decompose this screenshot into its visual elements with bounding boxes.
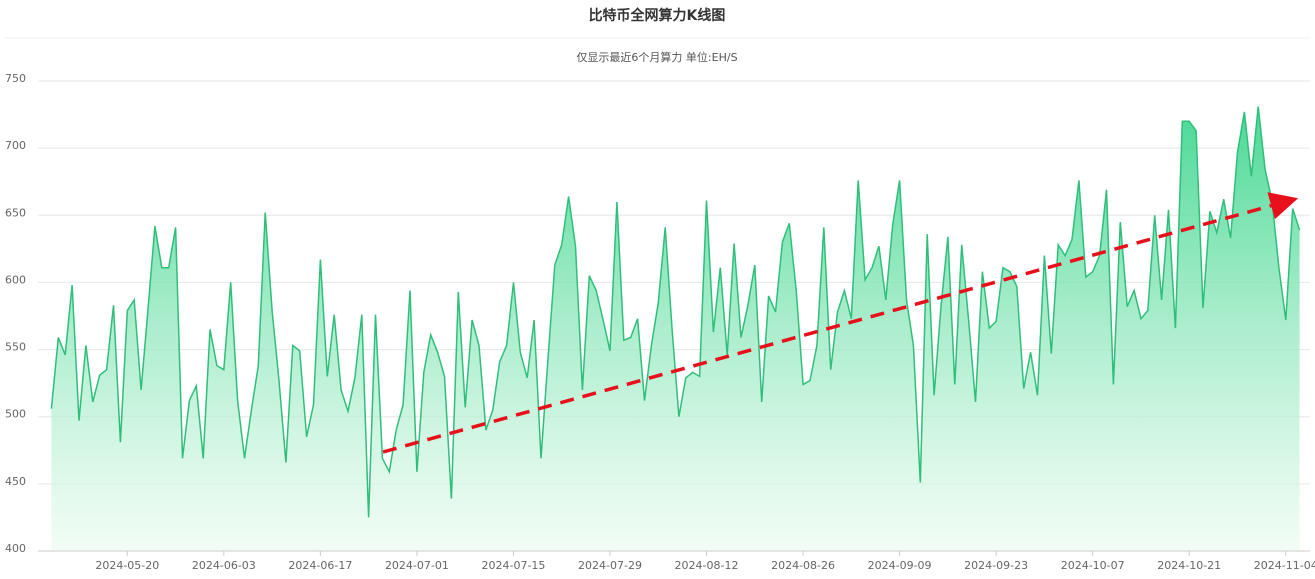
x-tick-label: 2024-08-26 — [771, 559, 835, 572]
y-tick-label: 500 — [5, 408, 26, 421]
x-tick-label: 2024-07-15 — [481, 559, 545, 572]
trend-arrow — [382, 192, 1299, 454]
y-tick-label: 650 — [5, 206, 26, 219]
x-tick-label: 2024-07-29 — [578, 559, 642, 572]
y-tick-label: 600 — [5, 273, 26, 286]
x-tick-label: 2024-06-03 — [192, 559, 256, 572]
x-tick-label: 2024-09-23 — [964, 559, 1028, 572]
x-tick-label: 2024-10-21 — [1157, 559, 1221, 572]
chart-title: 比特币全网算力K线图 — [589, 7, 726, 24]
y-tick-label: 700 — [5, 139, 26, 152]
x-tick-label: 2024-08-12 — [675, 559, 739, 572]
x-tick-label: 2024-05-20 — [95, 559, 159, 572]
y-tick-label: 450 — [5, 475, 26, 488]
y-tick-label: 400 — [5, 542, 26, 555]
area — [51, 106, 1300, 551]
plot: 400 450 500 550 600 650 700 750 2024-05-20 2024-0… — [5, 72, 1315, 572]
x-tick-label: 2024-10-07 — [1061, 559, 1125, 572]
y-tick-label: 550 — [5, 341, 26, 354]
line — [50, 106, 1301, 518]
x-tick-label: 2024-09-09 — [868, 559, 932, 572]
x-tick-label: 2024-06-17 — [288, 559, 352, 572]
y-tick-label: 750 — [5, 72, 26, 85]
chart-subtitle: 仅显示最近6个月算力 单位:EH/S — [576, 50, 737, 64]
x-tick-label: 2024-11-04 — [1254, 559, 1315, 572]
x-tick-label: 2024-07-01 — [385, 559, 449, 572]
